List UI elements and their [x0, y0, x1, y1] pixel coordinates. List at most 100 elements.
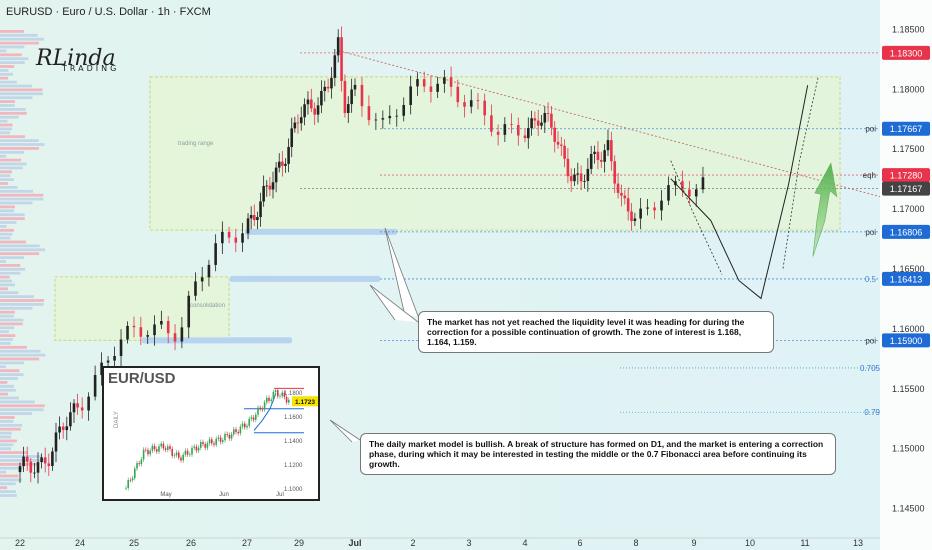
volume-profile-bar [0, 143, 45, 146]
candle-body [409, 86, 412, 105]
logo: RLinda TRADING [36, 46, 116, 76]
inset-candle [283, 392, 286, 397]
candle-body [630, 211, 633, 222]
volume-profile-bar [0, 310, 15, 314]
annotation-liquidity: The market has not yet reached the liqui… [418, 311, 774, 353]
inset-x-label: Jul [276, 492, 284, 498]
volume-profile-bar [0, 486, 8, 490]
candle-body [25, 456, 29, 462]
inset-candle [129, 480, 132, 481]
x-tick-label: 24 [75, 538, 85, 548]
logo-text: RLinda [36, 46, 116, 71]
inset-candle [160, 443, 162, 447]
candle-body [173, 333, 177, 342]
volume-profile-bar [0, 33, 38, 37]
inset-candle [178, 452, 180, 458]
inset-candle [147, 450, 149, 455]
candle-body [277, 161, 281, 168]
candle-body [29, 461, 33, 473]
candle-body [252, 215, 256, 220]
x-tick-label: 6 [577, 538, 582, 548]
candle-body [694, 189, 698, 197]
level-tag: 0.5 [865, 275, 877, 284]
volume-profile-bar [0, 147, 40, 150]
candle-body [303, 104, 306, 118]
inset-candle [191, 447, 193, 455]
note-pointer [329, 419, 361, 443]
inset-candle [145, 449, 147, 451]
volume-profile-bar [0, 65, 15, 68]
x-tick-label: 13 [853, 538, 863, 548]
candle-body [306, 99, 310, 105]
inset-candle [169, 446, 171, 449]
inset-candle [200, 442, 202, 448]
volume-profile-bar [0, 279, 13, 283]
candle-body [623, 195, 627, 199]
volume-profile-bar [0, 197, 44, 201]
price-tag [882, 224, 930, 239]
x-tick-label: 27 [242, 538, 252, 548]
volume-profile-bar [0, 412, 33, 415]
volume-profile-bar [0, 76, 9, 80]
inset-axis-label: DAILY [114, 411, 120, 428]
price-tag-label: 1.17280 [890, 171, 923, 181]
inset-y-label: 1.1000 [284, 487, 303, 493]
price-tag [882, 271, 930, 286]
volume-profile-bar [0, 462, 39, 466]
inset-candle [248, 418, 250, 426]
candle-body [274, 167, 278, 183]
volume-profile-bar [0, 123, 13, 127]
candle-body [599, 160, 603, 162]
candle-body [510, 124, 513, 125]
price-tag [882, 181, 930, 196]
y-tick-label: 1.16500 [892, 264, 925, 274]
inset-candle [136, 463, 138, 469]
inset-candle [261, 408, 264, 410]
inset-y-label: 1.1400 [284, 439, 303, 445]
volume-profile-bar [0, 88, 43, 92]
volume-profile-bar [0, 166, 23, 170]
candle-body [58, 426, 61, 433]
candle-body [271, 182, 275, 190]
volume-profile-bar [0, 451, 28, 454]
candle-body [530, 118, 533, 129]
inset-title: EUR/USD [108, 370, 176, 387]
inset-candle [138, 463, 140, 465]
inset-candle [167, 446, 169, 450]
inset-candle [279, 395, 281, 397]
candle-body [299, 117, 303, 124]
candle-body [80, 407, 84, 411]
candle-body [456, 86, 460, 103]
candle-body [234, 237, 238, 243]
candle-body [589, 153, 593, 169]
inset-candle [230, 434, 233, 439]
price-tag [882, 333, 930, 348]
inset-y-label: 1.1800 [284, 391, 303, 397]
candle-body [326, 86, 330, 89]
range-zone [149, 76, 841, 231]
volume-profile-bar [0, 240, 27, 244]
candle-body [346, 104, 350, 113]
inset-candle [202, 442, 204, 445]
volume-profile-bar [0, 334, 16, 337]
candle-body [330, 77, 333, 89]
volume-profile-bar [0, 490, 16, 493]
price-tag-label: 1.17667 [890, 124, 923, 134]
candle-body [443, 77, 446, 84]
projection-path [670, 85, 809, 300]
volume-profile-bar [0, 80, 17, 84]
inset-candle [222, 440, 224, 442]
candle-body [681, 181, 684, 190]
candle-body [153, 324, 156, 336]
inset-candle [255, 414, 257, 420]
candle-body [287, 146, 290, 164]
inset-candle [197, 447, 200, 451]
inset-price-tag-label: 1.1723 [295, 399, 315, 406]
volume-profile-bar [0, 287, 9, 291]
note-pointer [384, 227, 419, 317]
volume-profile-bar [0, 264, 21, 267]
inset-candle [131, 478, 134, 481]
candle-body [246, 218, 250, 234]
inset-candle [213, 443, 215, 445]
price-tag [882, 168, 930, 183]
